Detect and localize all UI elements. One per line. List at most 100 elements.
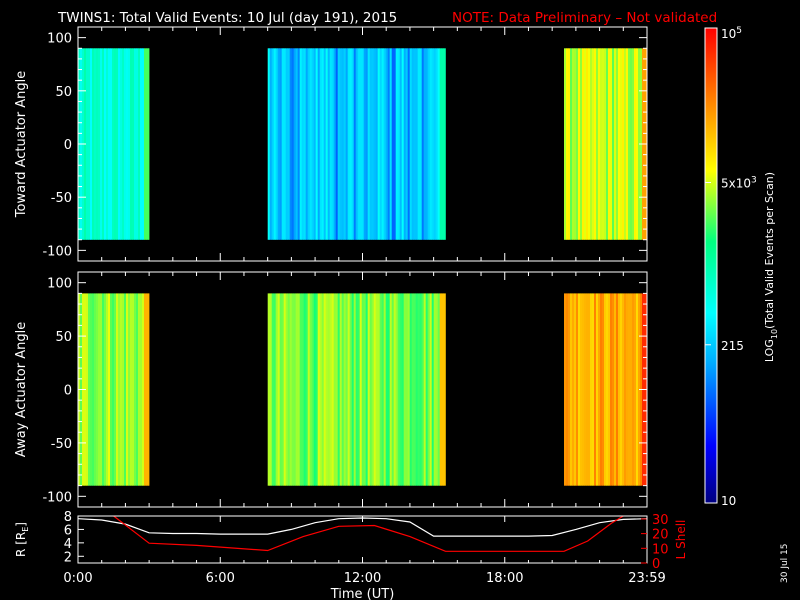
heatmap-column bbox=[287, 293, 290, 486]
heatmap-column bbox=[363, 293, 366, 486]
heatmap-column bbox=[94, 48, 97, 240]
y-right-tick-label: 20 bbox=[652, 528, 669, 543]
heatmap-column bbox=[283, 48, 286, 240]
heatmap-column bbox=[132, 48, 135, 240]
heatmap-column bbox=[307, 293, 310, 486]
heatmap-column bbox=[367, 48, 370, 240]
heatmap-column bbox=[337, 48, 340, 240]
heatmap-column bbox=[630, 48, 633, 240]
heatmap-column bbox=[148, 293, 150, 486]
heatmap-column bbox=[102, 48, 105, 240]
heatmap-column bbox=[86, 48, 89, 240]
heatmap-column bbox=[401, 293, 404, 486]
heatmap-column bbox=[588, 293, 591, 486]
preliminary-note: NOTE: Data Preliminary – Not validated bbox=[452, 10, 717, 26]
heatmap-column bbox=[423, 48, 426, 240]
heatmap-column bbox=[570, 293, 573, 486]
heatmap-column bbox=[315, 48, 318, 240]
heatmap-block bbox=[267, 48, 446, 240]
heatmap-column bbox=[142, 293, 145, 486]
heatmap-column bbox=[564, 293, 567, 486]
heatmap-column bbox=[385, 48, 388, 240]
heatmap-column bbox=[570, 48, 573, 240]
heatmap-column bbox=[267, 293, 270, 486]
heatmap-column bbox=[622, 48, 625, 240]
heatmap-column bbox=[598, 48, 601, 240]
heatmap-column bbox=[134, 48, 137, 240]
heatmap-column bbox=[299, 48, 302, 240]
heatmap-column bbox=[351, 48, 354, 240]
heatmap-column bbox=[574, 293, 577, 486]
heatmap-column bbox=[393, 293, 396, 486]
heatmap-column bbox=[409, 293, 412, 486]
radius-axis-label: R [RE] bbox=[14, 522, 30, 557]
heatmap-column bbox=[634, 293, 637, 486]
heatmap-column bbox=[389, 293, 392, 486]
heatmap-column bbox=[329, 293, 332, 486]
heatmap-column bbox=[96, 293, 99, 486]
heatmap-column bbox=[134, 293, 137, 486]
heatmap-column bbox=[413, 293, 416, 486]
heatmap-column bbox=[578, 293, 581, 486]
heatmap-column bbox=[90, 293, 93, 486]
heatmap-column bbox=[393, 48, 396, 240]
heatmap-column bbox=[608, 48, 611, 240]
heatmap-column bbox=[267, 48, 270, 240]
heatmap-column bbox=[333, 48, 336, 240]
heatmap-block bbox=[78, 48, 150, 240]
heatmap-column bbox=[411, 48, 414, 240]
heatmap-column bbox=[341, 48, 344, 240]
heatmap-column bbox=[309, 293, 312, 486]
heatmap-column bbox=[100, 48, 103, 240]
heatmap-column bbox=[632, 293, 635, 486]
heatmap-column bbox=[303, 293, 306, 486]
heatmap-column bbox=[367, 293, 370, 486]
heatmap-column bbox=[614, 48, 617, 240]
heatmap-column bbox=[592, 293, 595, 486]
heatmap-column bbox=[582, 48, 585, 240]
heatmap-column bbox=[297, 293, 300, 486]
heatmap-column bbox=[399, 48, 402, 240]
heatmap-column bbox=[433, 48, 436, 240]
heatmap-column bbox=[309, 48, 312, 240]
heatmap-column bbox=[118, 293, 121, 486]
heatmap-column bbox=[568, 48, 571, 240]
heatmap-column bbox=[566, 293, 569, 486]
heatmap-column bbox=[108, 293, 111, 486]
heatmap-column bbox=[411, 293, 414, 486]
heatmap-column bbox=[289, 293, 292, 486]
heatmap-column bbox=[88, 293, 91, 486]
heatmap-column bbox=[405, 48, 408, 240]
x-axis-label: Time (UT) bbox=[330, 587, 395, 600]
heatmap-column bbox=[333, 293, 336, 486]
heatmap-column bbox=[377, 293, 380, 486]
heatmap-column bbox=[279, 293, 282, 486]
y-tick-label: 0 bbox=[64, 138, 72, 153]
y-right-tick-label: 30 bbox=[652, 513, 669, 528]
heatmap-column bbox=[293, 293, 296, 486]
heatmap-column bbox=[359, 48, 362, 240]
heatmap-column bbox=[301, 48, 304, 240]
heatmap-column bbox=[421, 48, 424, 240]
colorbar-tick-label: 5x103 bbox=[721, 175, 757, 190]
y-axis-label: Toward Actuator Angle bbox=[14, 71, 29, 218]
heatmap-column bbox=[146, 293, 149, 486]
heatmap-column bbox=[600, 293, 603, 486]
heatmap-column bbox=[315, 293, 318, 486]
heatmap-column bbox=[116, 48, 119, 240]
x-tick-label: 12:00 bbox=[344, 571, 381, 586]
heatmap-column bbox=[108, 48, 111, 240]
heatmap-column bbox=[311, 293, 314, 486]
heatmap-column bbox=[387, 293, 390, 486]
heatmap-column bbox=[606, 293, 609, 486]
colorbar-tick-label: 10 bbox=[721, 494, 736, 508]
heatmap-column bbox=[369, 293, 372, 486]
heatmap-column bbox=[423, 293, 426, 486]
heatmap-column bbox=[112, 48, 115, 240]
heatmap-column bbox=[279, 48, 282, 240]
heatmap-column bbox=[130, 48, 133, 240]
heatmap-column bbox=[443, 48, 446, 240]
heatmap-column bbox=[594, 48, 597, 240]
